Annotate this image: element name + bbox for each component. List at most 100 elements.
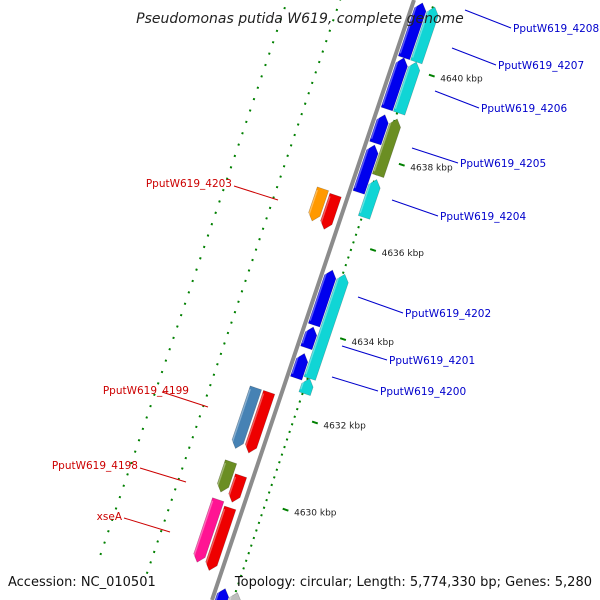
leader-line — [331, 376, 379, 392]
gene-blue-4205-shine — [354, 146, 370, 189]
accession-text: Accession: NC_010501 — [8, 575, 156, 590]
leader-line — [464, 9, 512, 29]
gene-red-4198 — [227, 473, 248, 503]
gene-blue-4200 — [290, 353, 309, 381]
genome-summary-text: Topology: circular; Length: 5,774,330 bp… — [234, 575, 592, 590]
gene-cyan-4204 — [357, 179, 381, 220]
gene-steelblue-4199-shine — [230, 388, 251, 445]
gene-red-4198-body — [228, 473, 248, 503]
gene-olive-4198 — [216, 459, 238, 493]
gene-label: PputW619_4199 — [103, 385, 189, 397]
leader-line — [391, 199, 439, 217]
gene-label: PputW619_4198 — [52, 460, 138, 472]
gene-label: PputW619_4204 — [440, 211, 526, 223]
gene-blue-4207-body — [380, 57, 408, 112]
leader-line — [139, 467, 187, 483]
gene-cyan-top — [410, 6, 439, 65]
gene-blue-4206-shine — [370, 115, 380, 139]
ruler-tick-label: 4640 kbp — [440, 75, 483, 85]
ruler-tick-label: 4638 kbp — [410, 164, 453, 174]
gene-blue-4205-body — [352, 144, 379, 195]
gene-cyan-4202-shine — [305, 275, 340, 375]
gene-red-4198-shine — [227, 476, 237, 499]
gene-blue-bottom-shine — [215, 589, 221, 600]
map-title: Pseudomonas putida W619, complete genome — [136, 11, 464, 27]
leader-line — [451, 47, 497, 66]
ruler-tick-4 — [339, 337, 347, 342]
gene-blue-bottom-body — [214, 588, 230, 600]
gene-cyan-top-shine — [411, 8, 430, 58]
gene-label: PputW619_4208 — [513, 23, 599, 35]
gene-cyan-4202 — [303, 273, 349, 381]
gene-steelblue-4199 — [230, 385, 262, 449]
gene-blue-4207 — [380, 57, 408, 112]
leader-line — [434, 90, 480, 109]
gene-label: PputW619_4201 — [389, 355, 475, 367]
gene-label: xseA — [97, 511, 123, 523]
gene-red-4203 — [319, 192, 342, 230]
gene-orange-4203-shine — [307, 189, 318, 217]
gene-red-4199 — [244, 390, 276, 454]
gene-blue-top — [397, 2, 427, 61]
gene-red-xseA — [204, 505, 237, 571]
gene-cyan-top-body — [410, 6, 439, 65]
gene-gray-bottom-body — [228, 592, 241, 600]
gene-olive-4205-shine — [373, 119, 393, 172]
gene-label: PputW619_4207 — [498, 60, 584, 72]
gene-red-xseA-body — [205, 505, 237, 571]
kbp-ruler: 4640 kbp 4638 kbp 4636 kbp 4634 kbp 4632 kbp… — [282, 73, 483, 519]
gene-blue-4202a — [307, 269, 337, 328]
ruler-tick-label: 4634 kbp — [352, 338, 395, 348]
gene-cyan-4200-shine — [300, 379, 305, 390]
gene-label: PputW619_4205 — [460, 158, 546, 170]
gene-blue-4201-body — [300, 326, 318, 351]
gene-blue-4207-shine — [382, 58, 400, 105]
gene-olive-4205 — [371, 118, 401, 178]
gene-label: PputW619_4206 — [481, 103, 567, 115]
gene-pink-xseA-body — [193, 497, 225, 563]
gene-cyan-4204-shine — [359, 180, 372, 214]
leader-line — [341, 345, 388, 361]
gene-blue-4200-shine — [291, 354, 300, 374]
gene-label-layer: PputW619_4208 PputW619_4207 PputW619_4206 P… — [52, 9, 599, 533]
gene-blue-4206-body — [369, 114, 389, 146]
gene-orange-4203-body — [308, 186, 329, 222]
gene-olive-4198-body — [216, 459, 238, 493]
ruler-tick-1 — [428, 73, 435, 78]
leader-line — [357, 296, 404, 314]
gene-red-4203-body — [320, 192, 342, 230]
gene-label: PputW619_4200 — [380, 386, 466, 398]
gene-cyan-4206 — [393, 61, 421, 116]
leader-line — [233, 185, 279, 201]
gene-red-4199-body — [244, 390, 276, 454]
ruler-tick-5 — [311, 420, 319, 425]
gene-pink-xseA — [192, 497, 225, 563]
ruler-tick-label: 4630 kbp — [294, 509, 337, 519]
leader-line — [411, 147, 459, 164]
gene-blue-top-shine — [399, 3, 418, 54]
gene-track — [192, 2, 439, 600]
ruler-tick-label: 4632 kbp — [323, 421, 366, 431]
gene-blue-4201-shine — [301, 327, 309, 344]
gene-cyan-4206-shine — [394, 62, 412, 109]
gene-blue-4201 — [300, 326, 318, 351]
gene-orange-4203 — [307, 186, 329, 222]
gene-blue-4206 — [369, 114, 389, 146]
gene-blue-4202a-body — [307, 269, 337, 328]
gene-steelblue-4199-body — [231, 385, 262, 449]
gene-pink-xseA-shine — [192, 500, 214, 559]
gene-cyan-4200 — [298, 378, 314, 396]
gene-cyan-4200-body — [298, 378, 314, 396]
ruler-tick-label: 4636 kbp — [382, 249, 425, 259]
gene-red-4203-shine — [319, 196, 331, 226]
gene-gray-bottom-shine — [228, 593, 233, 600]
gene-cyan-4202-body — [303, 273, 349, 381]
leader-line — [123, 517, 171, 533]
ruler-tick-2 — [398, 162, 405, 167]
gene-cyan-4206-body — [393, 61, 421, 116]
gene-red-4199-shine — [244, 393, 265, 449]
gene-label: PputW619_4203 — [146, 178, 232, 190]
gc-ring-2 — [97, 0, 289, 561]
genome-backbone — [210, 0, 416, 600]
